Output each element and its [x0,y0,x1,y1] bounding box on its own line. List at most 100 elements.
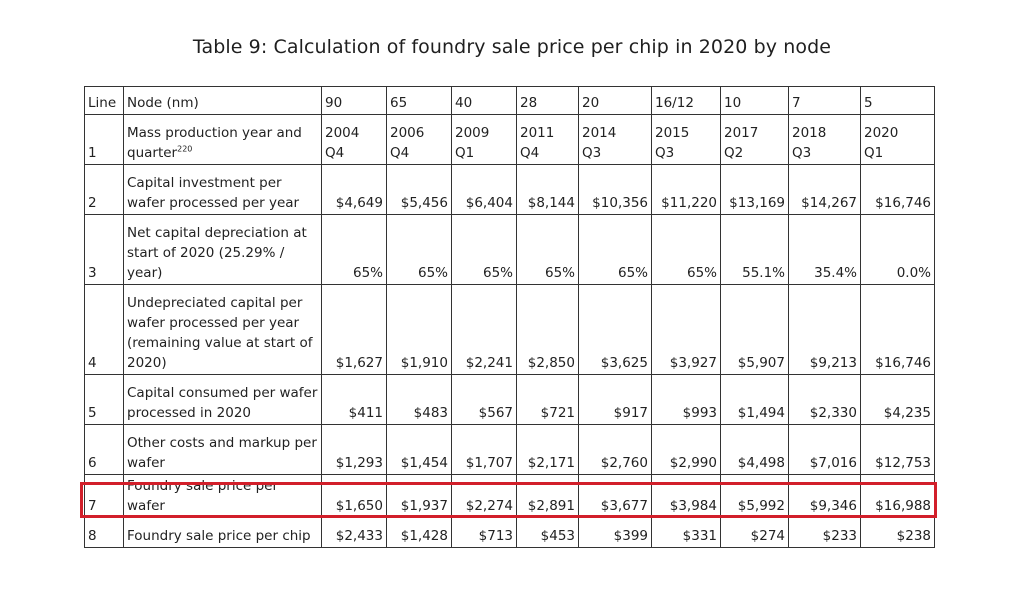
node-cell: 40 [451,86,517,115]
year: 2014 [582,125,617,141]
year: 2017 [724,125,759,141]
value-cell: 65% [386,214,452,285]
line-number: 3 [84,214,124,285]
quarter: Q4 [325,145,345,161]
value-cell: $9,346 [788,474,861,518]
year: 2011 [520,125,555,141]
value-cell: $14,267 [788,164,861,215]
value-cell: $453 [516,517,579,548]
quarter: Q4 [520,145,540,161]
value-cell: $4,649 [321,164,387,215]
value-cell: 65% [451,214,517,285]
table-row: 8 Foundry sale price per chip $2,433 $1,428… [84,517,935,548]
value-cell: $331 [651,517,721,548]
quarter: Q3 [582,145,602,161]
table-title: Table 9: Calculation of foundry sale pri… [192,36,832,58]
year: 2020 [864,125,899,141]
year: 2015 [655,125,690,141]
line-number: 4 [84,284,124,375]
value-cell: $993 [651,374,721,425]
value-cell: $5,456 [386,164,452,215]
value-cell: $1,627 [321,284,387,375]
value-cell: $7,016 [788,424,861,475]
footnote-ref: 220 [177,144,193,154]
foundry-price-table: Line Node (nm) 90 65 40 28 20 16/12 10 7… [84,86,935,548]
value-cell: $233 [788,517,861,548]
value-cell: $8,144 [516,164,579,215]
value-cell: 55.1% [720,214,789,285]
year: 2004 [325,125,360,141]
year-cell: 2015 Q3 [651,114,721,165]
node-cell: 90 [321,86,387,115]
value-cell: $713 [451,517,517,548]
node-cell: 7 [788,86,861,115]
table-row: 4 Undepreciated capital per wafer process… [84,284,935,375]
value-cell: 35.4% [788,214,861,285]
quarter: Q3 [655,145,675,161]
value-cell: $2,850 [516,284,579,375]
year-cell: 2009 Q1 [451,114,517,165]
year-cell: 2011 Q4 [516,114,579,165]
value-cell: $3,927 [651,284,721,375]
row-label: Foundry sale price per wafer [123,474,322,518]
value-cell: $16,988 [860,474,935,518]
year-cell: 2004 Q4 [321,114,387,165]
node-cell: 65 [386,86,452,115]
value-cell: $1,910 [386,284,452,375]
node-cell: 28 [516,86,579,115]
value-cell: $2,171 [516,424,579,475]
row-label: Foundry sale price per chip [123,517,322,548]
line-number: 2 [84,164,124,215]
value-cell: $16,746 [860,284,935,375]
value-cell: 65% [651,214,721,285]
value-cell: $1,937 [386,474,452,518]
value-cell: $483 [386,374,452,425]
row-label: Other costs and markup per wafer [123,424,322,475]
year-cell: 2017 Q2 [720,114,789,165]
value-cell: $274 [720,517,789,548]
quarter: Q1 [455,145,475,161]
quarter: Q3 [792,145,812,161]
line-number: 5 [84,374,124,425]
row-label: Undepreciated capital per wafer processe… [123,284,322,375]
value-cell: $238 [860,517,935,548]
table-row: 3 Net capital depreciation at start of 20… [84,214,935,285]
value-cell: 65% [321,214,387,285]
value-cell: $4,498 [720,424,789,475]
value-cell: $399 [578,517,652,548]
value-cell: $2,433 [321,517,387,548]
line-number: 8 [84,517,124,548]
value-cell: 65% [578,214,652,285]
node-cell: 5 [860,86,935,115]
quarter: Q4 [390,145,410,161]
value-cell: $2,274 [451,474,517,518]
value-cell: $16,746 [860,164,935,215]
value-cell: $5,992 [720,474,789,518]
value-cell: $1,428 [386,517,452,548]
year-cell: 2006 Q4 [386,114,452,165]
value-cell: $5,907 [720,284,789,375]
value-cell: $2,891 [516,474,579,518]
value-cell: $10,356 [578,164,652,215]
value-cell: $2,990 [651,424,721,475]
value-cell: $567 [451,374,517,425]
table-row: 6 Other costs and markup per wafer $1,293 $… [84,424,935,475]
table-row: 1 Mass production year and quarter220 20… [84,114,935,165]
line-number: 7 [84,474,124,518]
quarter: Q2 [724,145,744,161]
year-cell: 2014 Q3 [578,114,652,165]
year-cell: 2020 Q1 [860,114,935,165]
row-label-text: Mass production year and quarter [127,125,302,161]
row-label: Net capital depreciation at start of 202… [123,214,322,285]
value-cell: $411 [321,374,387,425]
line-number: 6 [84,424,124,475]
row-label: Capital investment per wafer processed p… [123,164,322,215]
year: 2018 [792,125,827,141]
quarter: Q1 [864,145,884,161]
value-cell: $12,753 [860,424,935,475]
value-cell: $6,404 [451,164,517,215]
value-cell: $2,241 [451,284,517,375]
value-cell: $1,707 [451,424,517,475]
table-row: 7 Foundry sale price per wafer $1,650 $1,93… [84,474,935,518]
value-cell: $2,760 [578,424,652,475]
